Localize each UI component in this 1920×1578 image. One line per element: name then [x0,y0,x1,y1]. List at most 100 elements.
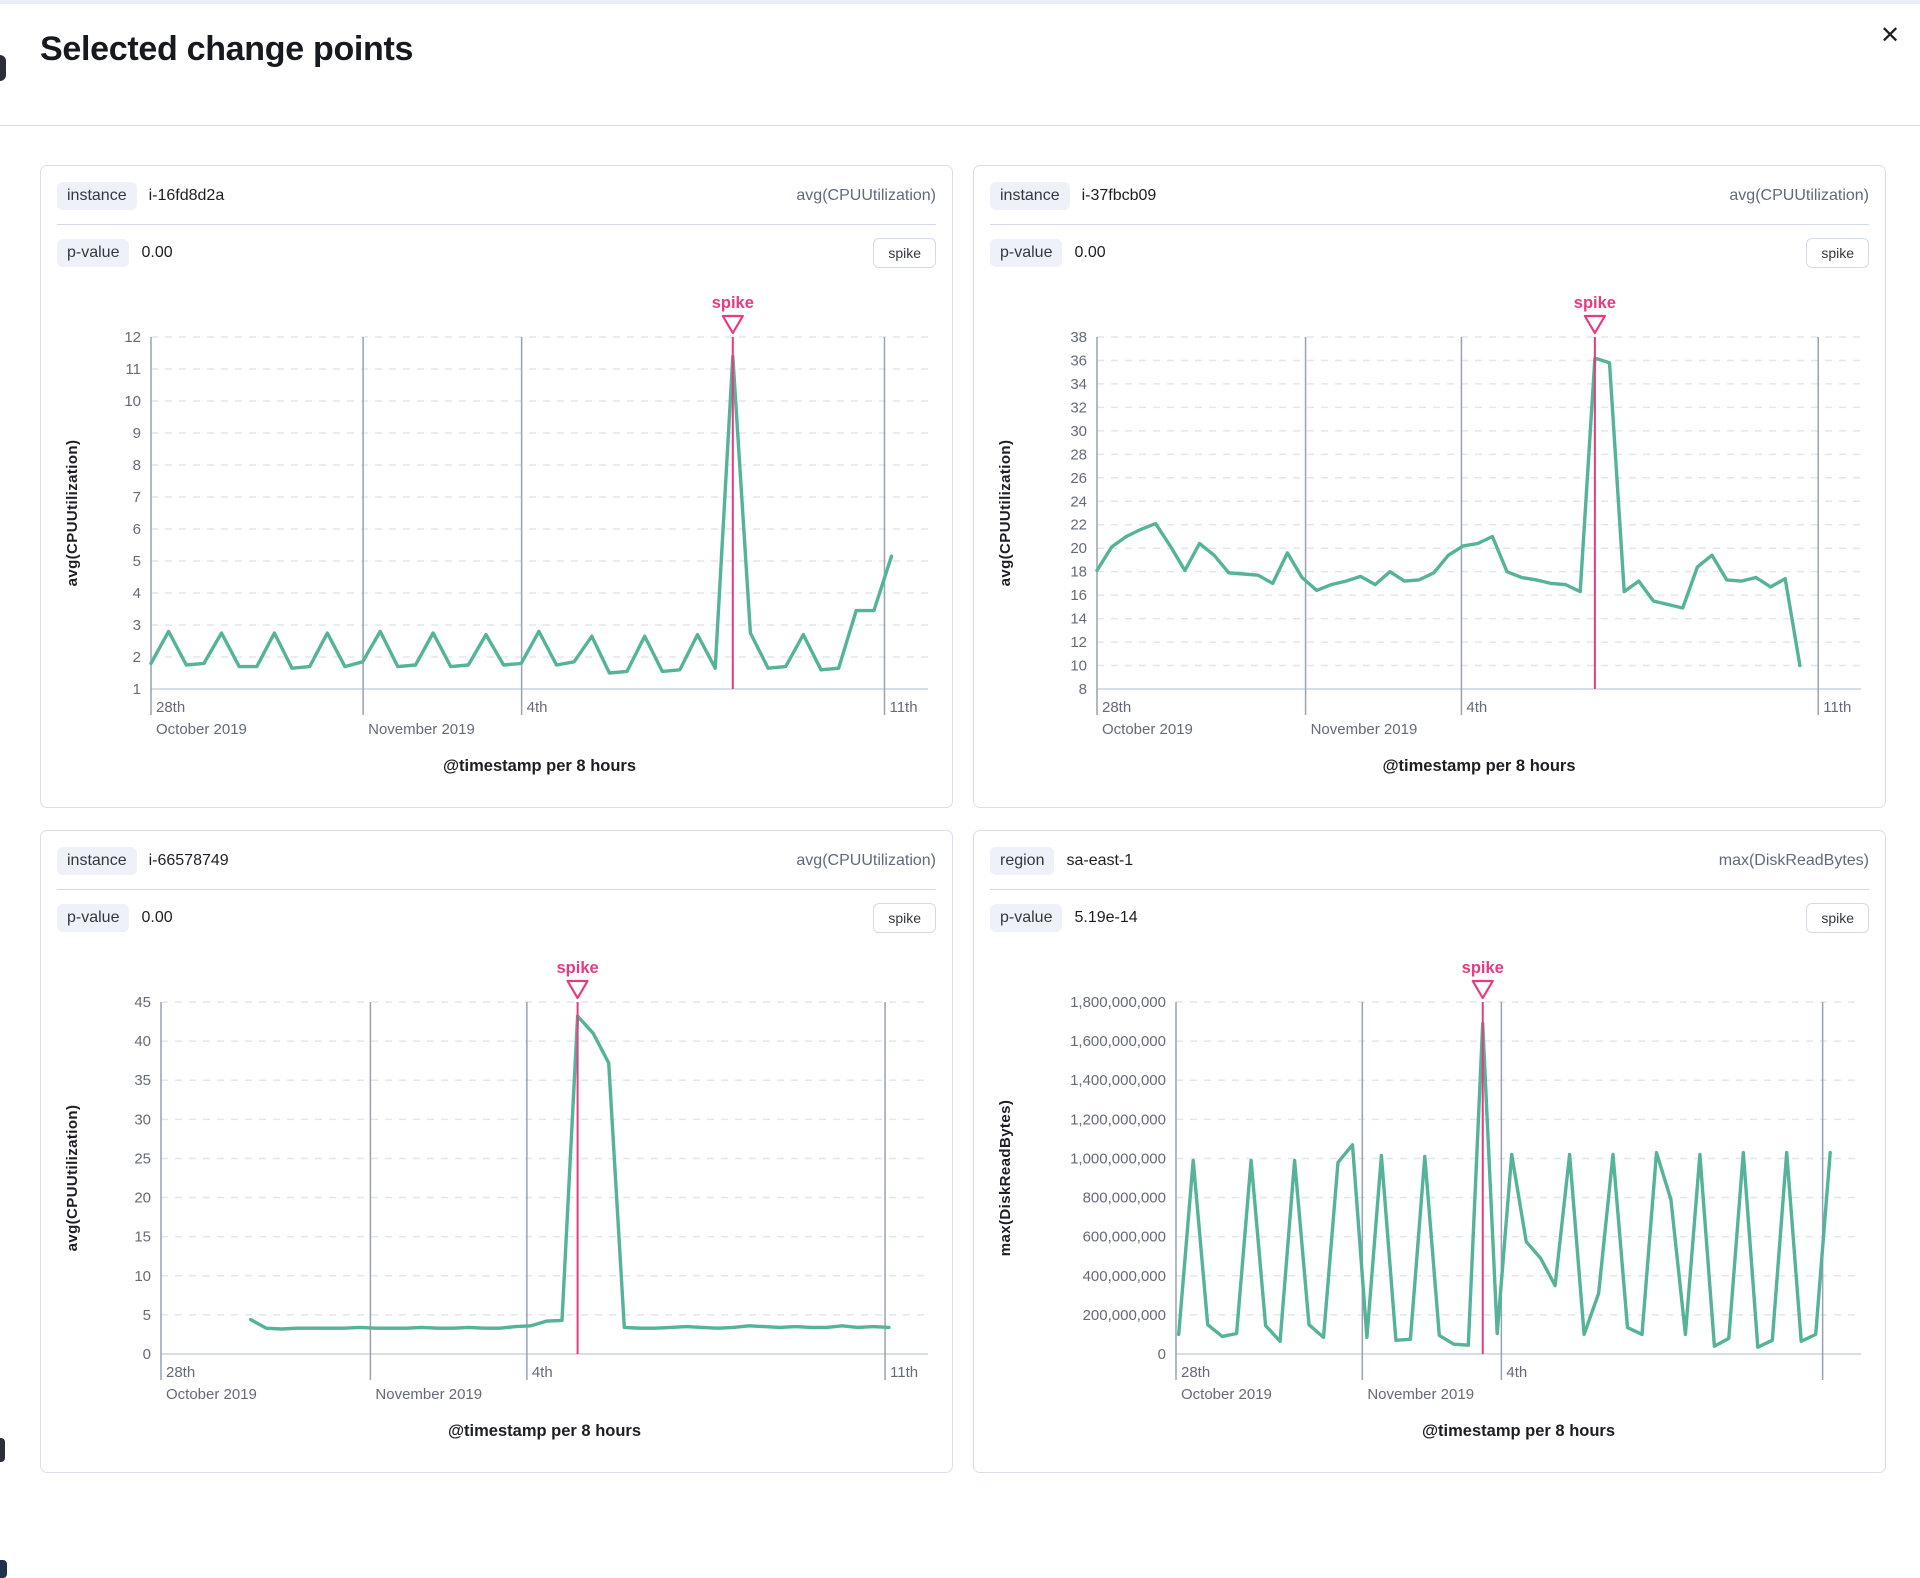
y-tick-label: 8 [1079,681,1087,698]
panel-subheader: p-value 0.00 spike [57,237,936,269]
y-axis-title: avg(CPUUtilization) [64,1105,81,1252]
x-axis-title: @timestamp per 8 hours [1422,1422,1615,1440]
x-tick-label: 11th [890,1364,918,1381]
p-value: 0.00 [1074,244,1106,261]
y-tick-label: 14 [1070,611,1087,628]
y-tick-label: 22 [1070,517,1087,534]
y-tick-label: 12 [124,329,141,346]
x-tick-label: November 2019 [375,1386,482,1403]
change-point-type-button[interactable]: spike [1806,903,1869,933]
p-value-badge: p-value [990,239,1063,267]
y-tick-label: 20 [134,1190,151,1207]
panel-subheader: p-value 0.00 spike [990,237,1869,269]
y-tick-label: 24 [1070,493,1087,510]
y-tick-label: 10 [134,1268,151,1285]
change-point-type-button[interactable]: spike [873,238,936,268]
y-tick-label: 32 [1070,399,1087,416]
metric-label: avg(CPUUtilization) [1729,187,1869,204]
x-tick-label: 11th [1823,699,1851,716]
metric-label: max(DiskReadBytes) [1718,852,1869,869]
y-tick-label: 40 [134,1033,151,1050]
field-value: i-16fd8d2a [148,187,225,204]
p-value-badge: p-value [57,904,130,932]
x-axis-title: @timestamp per 8 hours [1382,757,1575,775]
y-tick-label: 36 [1070,352,1087,369]
y-tick-label: 0 [1158,1346,1166,1363]
field-value: i-37fbcb09 [1081,187,1157,204]
y-axis-title: max(DiskReadBytes) [997,1100,1014,1256]
x-axis-title: @timestamp per 8 hours [443,757,636,775]
y-tick-label: 45 [134,994,151,1011]
y-tick-label: 1 [133,681,141,698]
y-tick-label: 20 [1070,540,1087,557]
y-tick-label: 12 [1070,634,1087,651]
x-tick-label: 28th [156,699,185,716]
x-tick-label: 4th [1466,699,1487,716]
y-axis-title: avg(CPUUtilization) [997,440,1014,587]
change-point-panel: region sa-east-1 max(DiskReadBytes) p-va… [973,830,1886,1473]
field-value: sa-east-1 [1066,852,1134,869]
x-tick-label: 4th [527,699,548,716]
y-tick-label: 26 [1070,470,1087,487]
field-badge: instance [57,182,137,210]
x-tick-label: October 2019 [1102,721,1193,738]
annotation-marker-icon [1471,979,1494,1000]
p-value: 5.19e-14 [1074,909,1138,926]
page-edge-artifact [0,1438,5,1462]
p-value-badge: p-value [990,904,1063,932]
x-tick-label: October 2019 [1181,1386,1272,1403]
x-tick-label: November 2019 [1311,721,1418,738]
annotation-label: spike [556,959,598,977]
change-point-grid: instance i-16fd8d2a avg(CPUUtilization) … [40,165,1886,1473]
y-tick-label: 25 [134,1150,151,1167]
y-tick-label: 1,200,000,000 [1070,1111,1166,1128]
close-icon[interactable]: ✕ [1872,18,1908,54]
panel-header: instance i-66578749 avg(CPUUtilization) [57,843,936,890]
y-tick-label: 2 [133,649,141,666]
change-point-panel: instance i-16fd8d2a avg(CPUUtilization) … [40,165,953,808]
y-tick-label: 1,400,000,000 [1070,1072,1166,1089]
window-top-edge [0,0,1920,4]
y-tick-label: 8 [133,457,141,474]
change-point-chart[interactable]: 0 200,000,000 400,000,000 600,000,000 800,00… [990,944,1869,1456]
y-tick-label: 10 [1070,658,1087,675]
series-line [1176,1021,1832,1349]
annotation-label: spike [1574,294,1616,312]
page-edge-artifact [0,1560,7,1578]
change-point-type-button[interactable]: spike [873,903,936,933]
x-tick-label: 4th [1506,1364,1527,1381]
field-badge: instance [990,182,1070,210]
x-tick-label: November 2019 [368,721,475,738]
y-tick-label: 11 [125,361,141,378]
y-tick-label: 28 [1070,446,1087,463]
change-point-panel: instance i-37fbcb09 avg(CPUUtilization) … [973,165,1886,808]
metric-label: avg(CPUUtilization) [796,187,936,204]
annotation-label: spike [1462,959,1504,977]
y-tick-label: 35 [134,1072,151,1089]
y-tick-label: 800,000,000 [1083,1190,1166,1207]
p-value: 0.00 [141,909,173,926]
y-tick-label: 1,600,000,000 [1070,1033,1166,1050]
series-line [1095,356,1802,668]
field-value: i-66578749 [148,852,229,869]
x-tick-label: 11th [889,699,917,716]
y-tick-label: 9 [133,425,141,442]
annotation-marker-icon [566,979,589,1000]
y-tick-label: 38 [1070,329,1087,346]
x-tick-label: 28th [166,1364,195,1381]
page-edge-artifact [0,55,6,81]
panel-subheader: p-value 0.00 spike [57,902,936,934]
x-tick-label: 4th [532,1364,553,1381]
y-tick-label: 18 [1070,564,1087,581]
change-point-chart[interactable]: 8 10 12 14 16 18 20 22 24 26 28 30 32 34 36 38 28th Octob… [990,279,1869,791]
annotation-marker-icon [721,314,744,335]
change-point-chart[interactable]: 0 5 10 15 20 25 30 35 40 45 28th October 2019 Novemb… [57,944,936,1456]
annotation-label: spike [712,294,754,312]
change-point-type-button[interactable]: spike [1806,238,1869,268]
y-tick-label: 1,800,000,000 [1070,994,1166,1011]
panel-header: instance i-16fd8d2a avg(CPUUtilization) [57,178,936,225]
x-tick-label: 28th [1181,1364,1210,1381]
change-point-panel: instance i-66578749 avg(CPUUtilization) … [40,830,953,1473]
metric-label: avg(CPUUtilization) [796,852,936,869]
